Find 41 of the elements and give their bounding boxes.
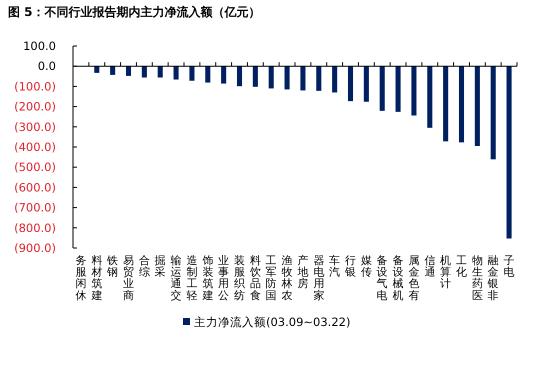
x-tick-label: 采掘 [154, 254, 166, 279]
x-tick-label: 农林牧渔 [280, 254, 293, 302]
y-tick-label: (500.0) [14, 160, 56, 174]
x-tick-label: 建筑材料 [90, 254, 102, 302]
y-tick-label: (400.0) [14, 140, 56, 154]
y-tick-label: (700.0) [14, 200, 56, 215]
y-tick-label: (600.0) [14, 180, 56, 194]
x-tick-label: 电子 [504, 254, 515, 279]
x-tick-label: 交通运输 [170, 254, 182, 302]
y-tick-label: 100.0 [23, 39, 56, 53]
x-tick-label: 公用事业 [218, 254, 230, 302]
x-tick-label: 非银金融 [486, 254, 499, 302]
x-tick-label: 传媒 [360, 254, 372, 279]
x-tick-label: 食品饮料 [248, 254, 261, 302]
x-tick-label: 国防军工 [266, 254, 277, 302]
x-tick-label: 家用电器 [313, 254, 324, 302]
x-tick-label: 电气设备 [376, 254, 388, 302]
x-tick-label: 机械设备 [392, 254, 404, 302]
x-tick-label: 房地产 [296, 254, 308, 290]
x-tick-label: 综合 [138, 254, 150, 279]
x-tick-label: 商业贸易 [123, 254, 134, 302]
chart-title: 图 5：不同行业报告期内主力净流入额（亿元） [8, 5, 261, 19]
x-tick-label: 医药生物 [472, 254, 483, 302]
x-tick-label: 汽车 [329, 254, 340, 279]
x-tick-label: 轻工制造 [186, 254, 198, 302]
x-tick-label: 休闲服务 [75, 254, 86, 302]
x-tick-label: 化工 [456, 254, 467, 279]
x-tick-label: 建筑装饰 [201, 254, 214, 302]
x-tick-label: 纺织服装 [234, 254, 245, 302]
y-tick-label: (200.0) [14, 100, 56, 114]
y-tick-label: (900.0) [14, 241, 56, 255]
x-tick-label: 钢铁 [106, 254, 118, 279]
y-tick-label: 0.0 [38, 59, 56, 74]
x-tick-label: 有色金属 [408, 254, 420, 302]
x-tick-label: 计算机 [440, 254, 452, 290]
y-tick-label: (300.0) [14, 120, 56, 134]
x-tick-label: 通信 [424, 254, 436, 279]
y-tick-label: (800.0) [14, 220, 56, 235]
y-tick-label: (100.0) [14, 79, 56, 94]
x-tick-label: 银行 [344, 254, 356, 279]
legend-label: 主力净流入额(03.09~03.22) [194, 315, 350, 329]
